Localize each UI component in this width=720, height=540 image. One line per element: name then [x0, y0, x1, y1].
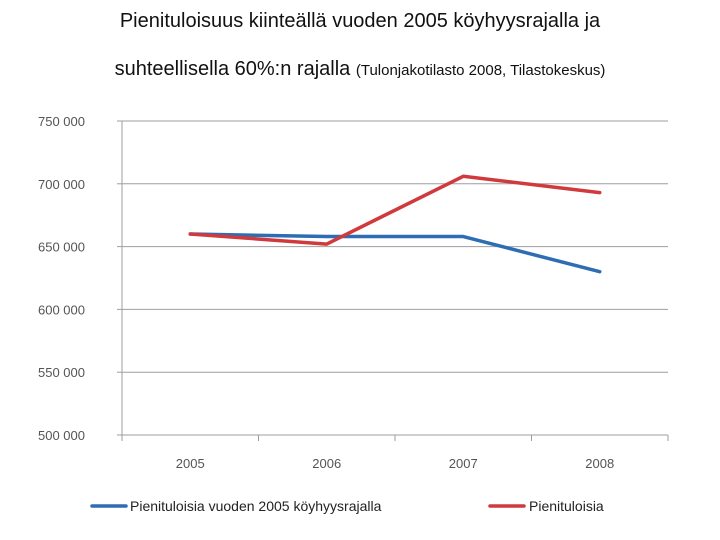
y-tick-label: 650 000	[38, 240, 85, 255]
x-tick-label: 2007	[449, 456, 478, 471]
chart-title-line2-main: suhteellisella 60%:n rajalla	[114, 58, 351, 80]
y-tick-label: 750 000	[38, 114, 85, 129]
gridlines	[122, 120, 668, 436]
y-tick-label: 600 000	[38, 302, 85, 317]
x-tick-label: 2006	[312, 456, 341, 471]
series-line-1	[188, 232, 602, 274]
chart-subtitle: (Tulonjakotilasto 2008, Tilastokeskus)	[355, 62, 606, 79]
y-tick-label: 700 000	[38, 177, 85, 192]
legend-label-2: Pienituloisia	[529, 498, 604, 514]
legend: Pienituloisia vuoden 2005 köyhyysrajalla…	[90, 498, 604, 514]
series-line-2	[188, 174, 602, 246]
x-tick-label: 2008	[585, 456, 614, 471]
chart-title-line1: Pienituloisuus kiinteällä vuoden 2005 kö…	[119, 10, 601, 32]
legend-label-1: Pienituloisia vuoden 2005 köyhyysrajalla	[130, 498, 382, 514]
y-axis-tick-labels: 500 000 550 000 600 000 650 000 700 000 750 0…	[38, 114, 85, 443]
y-tick-label: 500 000	[38, 428, 85, 443]
x-axis-tick-labels: 2005 2006 2007 2008	[176, 456, 614, 471]
axes	[117, 120, 669, 441]
y-tick-label: 550 000	[38, 365, 85, 380]
x-tick-label: 2005	[176, 456, 205, 471]
series-lines	[188, 174, 602, 274]
chart-title-line2: suhteellisella 60%:n rajalla (Tulonjakot…	[0, 58, 720, 81]
